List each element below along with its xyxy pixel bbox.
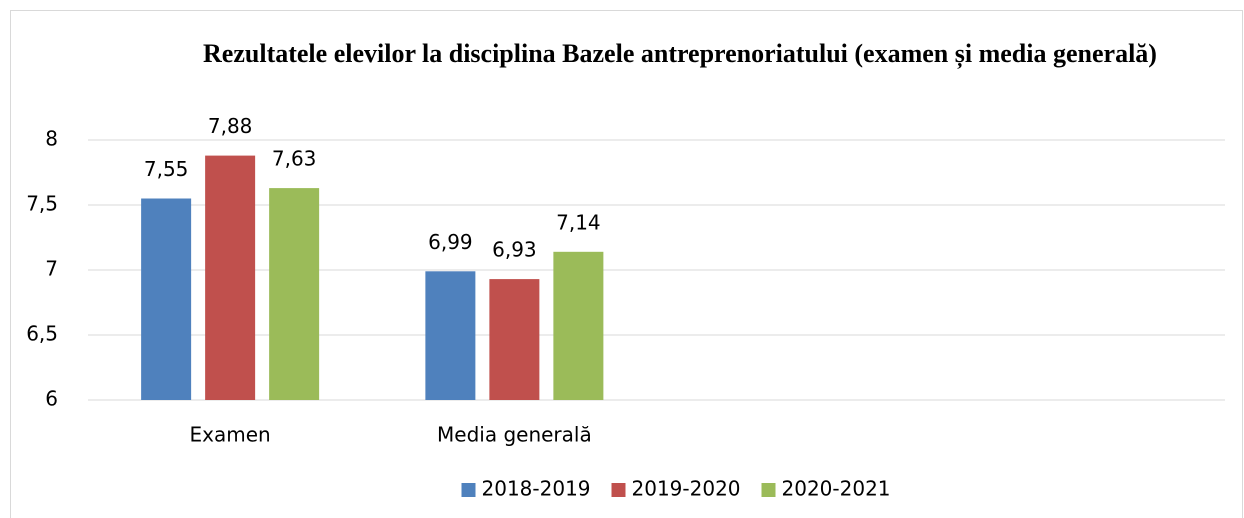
y-tick-label: 8 bbox=[45, 127, 58, 151]
bar bbox=[489, 279, 540, 400]
legend-label: 2018-2019 bbox=[482, 477, 591, 501]
chart-title: Rezultatele elevilor la disciplina Bazel… bbox=[203, 39, 1157, 68]
bar bbox=[269, 188, 320, 400]
x-tick-label: Media generală bbox=[437, 423, 592, 447]
bar bbox=[553, 251, 604, 400]
data-label: 6,93 bbox=[492, 238, 537, 262]
data-label: 7,55 bbox=[144, 157, 189, 181]
data-label: 6,99 bbox=[428, 230, 473, 254]
legend-swatch bbox=[461, 483, 476, 497]
data-label: 7,63 bbox=[272, 147, 317, 171]
bar bbox=[141, 198, 192, 400]
legend-swatch bbox=[611, 483, 626, 497]
data-label: 7,14 bbox=[556, 210, 601, 234]
legend-label: 2020-2021 bbox=[782, 477, 891, 501]
y-tick-label: 6,5 bbox=[26, 322, 58, 346]
y-tick-label: 6 bbox=[45, 387, 58, 411]
y-tick-label: 7 bbox=[45, 257, 58, 281]
bar bbox=[205, 155, 256, 400]
legend-label: 2019-2020 bbox=[632, 477, 741, 501]
bar bbox=[425, 271, 476, 400]
legend-swatch bbox=[761, 483, 776, 497]
chart-border bbox=[10, 10, 1243, 518]
y-tick-label: 7,5 bbox=[26, 192, 58, 216]
data-label: 7,88 bbox=[208, 114, 253, 138]
x-tick-label: Examen bbox=[190, 423, 271, 447]
